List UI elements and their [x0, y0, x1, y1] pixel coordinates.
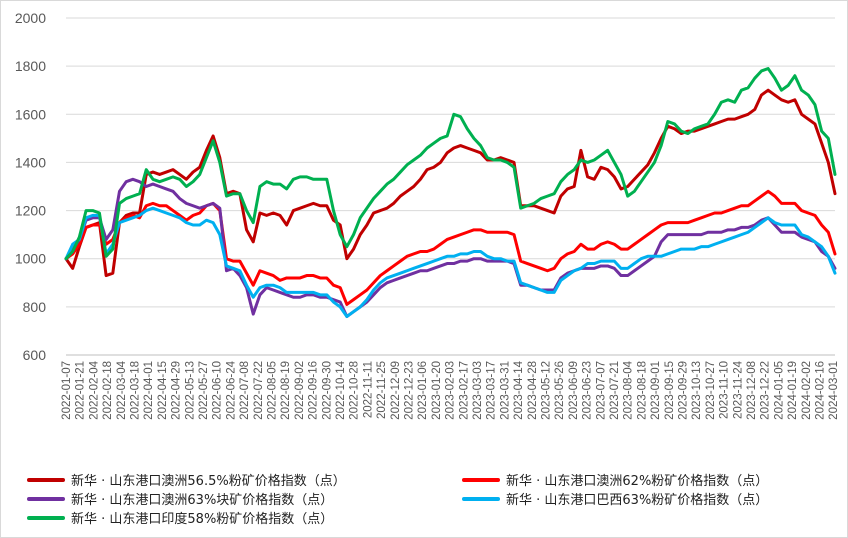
- legend-label: 新华 · 山东港口澳洲63%块矿价格指数（点）: [71, 492, 333, 508]
- x-axis: 2022-01-07 2022-01-21 2022-02-04 2022-02-18…: [61, 354, 840, 420]
- y-tick-label: 1000: [15, 251, 46, 267]
- x-tick-label: 2022-05-27: [198, 361, 210, 420]
- y-axis-tick-labels: 600 800 1000 1200 1400 1600 1800 2000: [15, 10, 46, 363]
- x-tick-label: 2022-03-04: [116, 360, 128, 419]
- x-tick-label: 2022-09-30: [321, 361, 333, 420]
- x-tick-label: 2022-06-10: [212, 361, 224, 420]
- x-tick-label: 2023-08-04: [623, 360, 635, 419]
- legend-label: 新华 · 山东港口巴西63%粉矿价格指数（点）: [506, 492, 768, 508]
- x-tick-label: 2023-01-20: [431, 361, 443, 420]
- x-tick-label: 2022-11-11: [362, 361, 374, 418]
- x-tick-label: 2022-11-25: [376, 361, 388, 419]
- series-line-1: [64, 88, 837, 278]
- x-tick-label: 2023-06-09: [568, 361, 580, 420]
- x-tick-label: 2022-10-28: [349, 361, 361, 420]
- x-tick-label: 2022-04-29: [171, 361, 183, 420]
- y-tick-label: 600: [23, 347, 47, 363]
- x-tick-label: 2023-06-23: [582, 361, 594, 420]
- x-tick-label: 2023-03-31: [499, 361, 511, 420]
- x-tick-label: 2023-07-21: [609, 361, 621, 420]
- x-tick-label: 2023-09-01: [650, 361, 662, 420]
- x-tick-label: 2022-07-22: [253, 361, 265, 420]
- series-line-4: [64, 206, 837, 318]
- y-tick-label: 800: [23, 299, 47, 315]
- x-tick-label: 2023-12-22: [760, 361, 772, 420]
- x-tick-label: 2023-02-03: [445, 361, 457, 420]
- x-tick-label: 2023-04-28: [527, 361, 539, 420]
- y-tick-label: 1800: [15, 58, 46, 74]
- x-tick-label: 2023-12-08: [746, 361, 758, 420]
- x-tick-label: 2022-08-19: [280, 361, 292, 420]
- x-tick-label: 2023-05-12: [541, 361, 553, 420]
- x-tick-label: 2024-01-19: [787, 361, 799, 420]
- x-tick-label: 2022-06-24: [225, 360, 237, 419]
- x-tick-label: 2023-07-07: [595, 361, 607, 420]
- y-tick-label: 1400: [15, 154, 46, 170]
- x-tick-label: 2024-02-02: [801, 361, 813, 420]
- x-tick-label: 2023-02-17: [458, 361, 470, 420]
- x-tick-label: 2022-02-04: [88, 360, 100, 419]
- legend-label: 新华 · 山东港口澳洲56.5%粉矿价格指数（点）: [71, 473, 346, 489]
- legend-label: 新华 · 山东港口澳洲62%粉矿价格指数（点）: [506, 473, 768, 489]
- x-tick-label: 2022-12-23: [404, 361, 416, 420]
- x-tick-label: 2023-10-13: [691, 361, 703, 420]
- gridlines: [66, 17, 835, 356]
- x-tick-label: 2023-01-06: [417, 361, 429, 420]
- x-tick-label: 2022-09-16: [308, 361, 320, 420]
- y-tick-label: 1600: [15, 106, 46, 122]
- x-tick-label: 2022-12-09: [390, 361, 402, 420]
- x-tick-label: 2022-04-01: [143, 361, 155, 420]
- x-tick-label: 2023-08-18: [636, 361, 648, 420]
- x-tick-label: 2022-02-18: [102, 361, 114, 420]
- x-tick-label: 2023-03-03: [472, 361, 484, 420]
- x-tick-label: 2022-01-21: [75, 361, 87, 420]
- legend-label: 新华 · 山东港口印度58%粉矿价格指数（点）: [71, 511, 333, 527]
- legend: 新华 · 山东港口澳洲56.5%粉矿价格指数（点） 新华 · 山东港口澳洲62%粉…: [27, 473, 768, 527]
- x-tick-label: 2022-08-05: [267, 361, 279, 420]
- x-tick-label: 2023-09-29: [678, 361, 690, 420]
- x-tick-label: 2023-10-27: [705, 361, 717, 420]
- x-tick-label: 2022-10-14: [335, 360, 347, 419]
- x-tick-label: 2022-05-13: [184, 361, 196, 420]
- series-line-2: [64, 189, 837, 306]
- x-tick-label: 2023-11-24: [732, 360, 744, 419]
- series-line-5: [64, 67, 837, 261]
- x-tick-label: 2024-02-16: [815, 361, 827, 420]
- y-tick-label: 2000: [15, 10, 46, 26]
- series-line-3: [64, 177, 837, 318]
- x-tick-label: 2024-01-05: [773, 361, 785, 420]
- x-tick-label: 2022-04-15: [157, 361, 169, 420]
- x-tick-label: 2023-05-26: [554, 361, 566, 420]
- series-lines: [64, 67, 837, 318]
- x-tick-label: 2022-03-18: [130, 361, 142, 420]
- y-tick-label: 1200: [15, 203, 46, 219]
- x-tick-label: 2023-11-10: [719, 361, 731, 419]
- x-tick-label: 2023-03-17: [486, 361, 498, 420]
- x-tick-label: 2022-01-07: [61, 361, 73, 420]
- x-tick-label: 2024-03-01: [828, 361, 840, 420]
- x-tick-label: 2023-04-14: [513, 360, 525, 419]
- x-tick-label: 2023-09-15: [664, 361, 676, 420]
- x-tick-label: 2022-07-08: [239, 361, 251, 420]
- x-tick-label: 2022-09-02: [294, 361, 306, 420]
